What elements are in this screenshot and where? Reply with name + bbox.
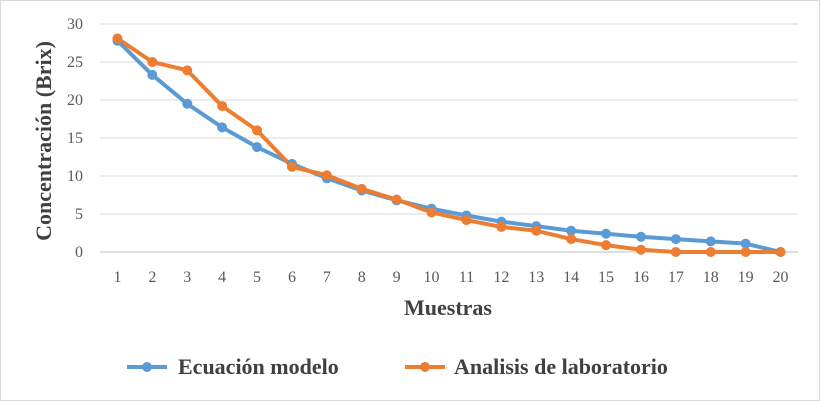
x-tick-label: 12 [493,269,509,286]
x-tick-label: 15 [598,269,614,286]
x-tick-label: 1 [113,269,121,286]
y-tick-label: 0 [75,244,83,261]
data-point-0 [182,98,193,109]
x-tick-label: 4 [218,269,226,286]
y-tick-label: 5 [75,206,83,223]
data-point-1 [217,101,228,112]
x-axis-ticks: 1 2 3 4 5 6 7 8 9 10 11 12 13 14 15 16 17 18 19 20 [113,269,788,286]
y-tick-label: 20 [67,92,83,109]
x-tick-label: 18 [703,269,719,286]
legend-label-lab: Analisis de laboratorio [454,354,668,379]
series-line-1 [115,36,783,254]
data-point-1 [496,221,507,232]
x-tick-label: 16 [633,269,649,286]
y-tick-label: 30 [67,16,83,33]
x-tick-label: 5 [253,269,261,286]
x-tick-label: 6 [288,269,296,286]
x-tick-label: 9 [393,269,401,286]
y-tick-label: 15 [67,130,83,147]
data-point-1 [740,247,751,257]
data-point-1 [252,125,263,136]
data-point-0 [147,69,158,80]
x-tick-label: 19 [738,269,754,286]
legend-marker-lab [420,362,430,372]
data-point-1 [635,244,646,255]
legend-item-model: Ecuación modelo [127,354,339,379]
legend-item-lab: Analisis de laboratorio [405,354,668,379]
data-point-1 [601,240,612,251]
data-point-1 [356,183,367,194]
legend: Ecuación modelo Analisis de laboratorio [127,354,668,379]
x-tick-label: 7 [323,269,331,286]
x-tick-label: 10 [424,269,440,286]
data-point-1 [670,247,681,257]
x-tick-label: 2 [148,269,156,286]
data-point-1 [182,65,193,76]
data-point-0 [566,225,577,236]
x-tick-label: 3 [183,269,191,286]
data-point-0 [740,238,751,249]
y-axis-title: Concentración (Brix) [31,41,56,241]
y-tick-label: 10 [67,168,83,185]
data-point-1 [705,247,716,257]
data-point-1 [321,170,332,181]
series-points [112,33,786,257]
x-axis-title: Muestras [404,295,492,320]
data-point-1 [286,161,297,172]
data-point-0 [217,122,228,133]
x-tick-label: 8 [358,269,366,286]
series-lines [115,36,783,254]
data-point-1 [531,225,542,236]
data-point-0 [252,142,263,153]
series-line-0 [115,38,783,254]
x-tick-label: 11 [459,269,474,286]
data-point-0 [601,228,612,239]
x-tick-label: 17 [668,269,684,286]
x-tick-label: 20 [773,269,789,286]
data-point-0 [670,234,681,245]
x-tick-label: 14 [563,269,579,286]
data-point-1 [775,247,786,257]
data-point-0 [705,236,716,247]
legend-marker-model [142,362,152,372]
y-tick-label: 25 [67,54,83,71]
data-point-1 [112,33,123,44]
data-point-1 [391,194,402,205]
legend-label-model: Ecuación modelo [178,354,339,379]
x-tick-label: 13 [528,269,544,286]
data-point-1 [426,207,437,218]
y-axis-ticks: 0 5 10 15 20 25 30 [67,16,83,261]
data-point-1 [566,234,577,245]
data-point-1 [147,57,158,67]
data-point-1 [461,215,472,226]
data-point-0 [635,231,646,242]
